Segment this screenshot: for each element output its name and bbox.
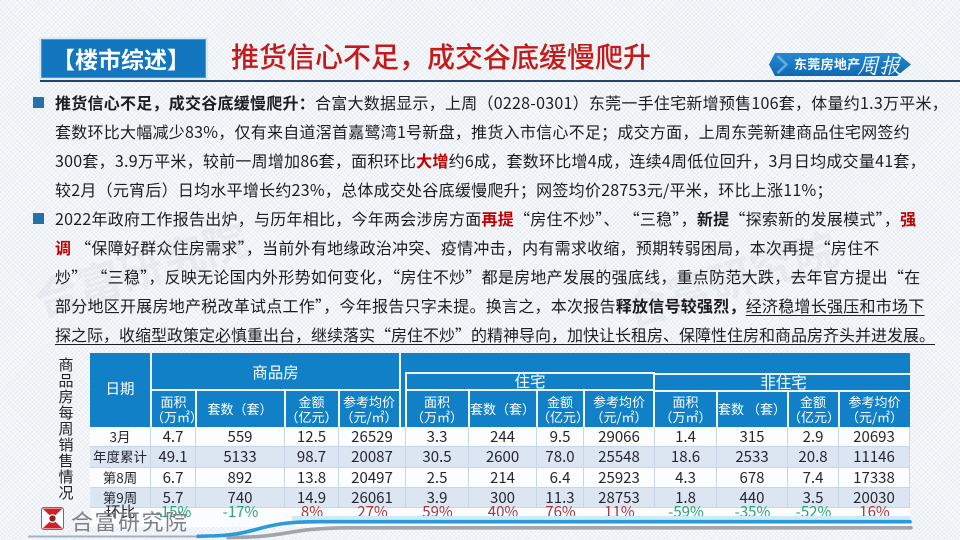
svg-text:东莞房地产: 东莞房地产 [794, 54, 861, 73]
svg-text:周报: 周报 [857, 51, 902, 80]
